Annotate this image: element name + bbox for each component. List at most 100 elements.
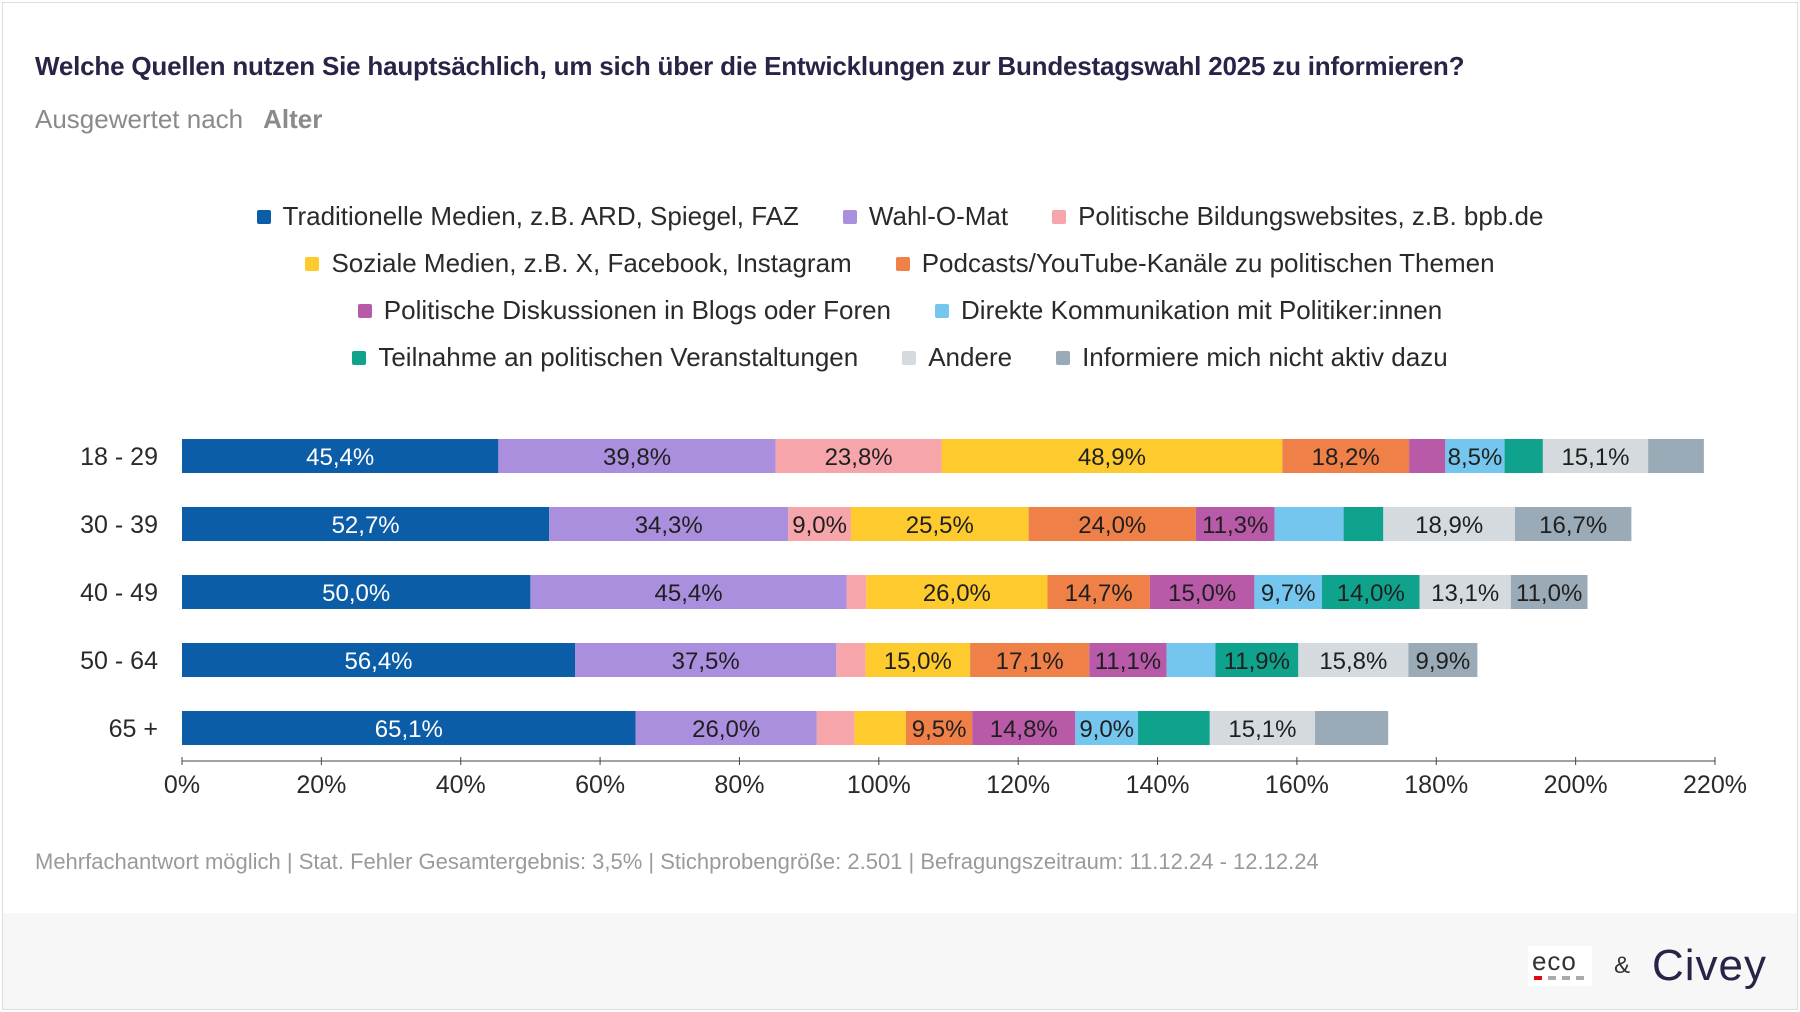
legend-label: Teilnahme an politischen Veranstaltungen [378,342,859,372]
data-label: 11,0% [1516,580,1582,607]
data-label: 9,0% [1079,716,1134,743]
bar-segment [1504,439,1543,473]
legend-swatch [1052,209,1067,224]
legend-swatch [357,303,372,318]
data-label: 14,0% [1337,580,1405,607]
data-label: 9,9% [1416,648,1471,675]
bar-segment [182,439,499,473]
data-label: 18,9% [1415,512,1483,539]
bar-segment [1445,439,1505,473]
x-tick-label: 20% [296,771,346,799]
legend-swatch [842,209,857,224]
eco-logo-dot [1561,976,1570,980]
eco-logo-text: eco [1531,946,1577,976]
category-label: 65 + [109,715,158,743]
category-label: 18 - 29 [80,443,158,471]
data-label: 25,5% [906,512,974,539]
legend-swatch [352,350,367,365]
bar-segment [1515,507,1632,541]
bar-segment [1315,711,1389,745]
data-label: 45,4% [306,444,374,471]
legend-swatch [305,256,320,271]
data-label: 15,0% [1168,580,1236,607]
bar-segment [846,575,867,609]
data-label: 11,3% [1202,512,1268,539]
data-label: 16,7% [1539,512,1607,539]
legend-row: Soziale Medien, z.B. X, Facebook, Instag… [3,240,1797,287]
legend-row: Traditionelle Medien, z.B. ARD, Spiegel,… [3,193,1797,240]
bar-segment [1195,507,1275,541]
data-label: 26,0% [692,716,760,743]
legend-item: Politische Diskussionen in Blogs oder Fo… [357,295,891,326]
subtitle-prefix: Ausgewertet nach [35,104,244,134]
chart-subtitle: Ausgewertet nach Alter [35,104,322,135]
eco-logo: eco [1527,946,1592,986]
legend-item: Traditionelle Medien, z.B. ARD, Spiegel,… [256,201,799,232]
bar-segment [1047,575,1150,609]
subtitle-key: Alter [263,104,323,134]
legend-item: Wahl-O-Mat [842,201,1009,232]
bar-segment [905,711,973,745]
bar-segment [1209,711,1316,745]
legend-label: Informiere mich nicht aktiv dazu [1082,342,1448,372]
legend-label: Wahl-O-Mat [868,201,1009,231]
legend-item: Soziale Medien, z.B. X, Facebook, Instag… [305,248,852,279]
legend-swatch [256,209,271,224]
legend-label: Soziale Medien, z.B. X, Facebook, Instag… [331,248,852,278]
legend-row: Teilnahme an politischen Veranstaltungen… [3,334,1797,381]
data-label: 15,1% [1228,716,1296,743]
bar-segment [1298,643,1409,677]
legend-row: Politische Diskussionen in Blogs oder Fo… [3,287,1797,334]
bar-segment [1138,711,1210,745]
bar-segment [850,507,1029,541]
chart-title: Welche Quellen nutzen Sie hauptsächlich,… [35,51,1465,81]
data-label: 17,1% [996,648,1064,675]
bar-segment [498,439,776,473]
bar-segment [575,643,837,677]
data-label: 18,2% [1312,444,1380,471]
data-label: 11,9% [1224,648,1290,675]
eco-logo-dot [1547,976,1556,980]
data-label: 9,7% [1261,580,1316,607]
legend-swatch [935,303,950,318]
legend-item: Politische Bildungswebsites, z.B. bpb.de [1052,201,1543,232]
data-label: 50,0% [322,580,390,607]
data-label: 26,0% [923,580,991,607]
bar-segment [816,711,855,745]
data-label: 9,5% [912,716,967,743]
x-tick-label: 80% [714,771,764,799]
data-label: 15,0% [884,648,952,675]
bar-segment [1321,575,1420,609]
bar-segment [970,643,1090,677]
bar-segment [635,711,817,745]
data-label: 15,8% [1319,648,1387,675]
bar-segment [1409,439,1446,473]
bar-segment [1149,575,1255,609]
bar-segment [788,507,851,541]
bar-segment [1254,575,1322,609]
x-tick-label: 140% [1126,771,1190,799]
x-tick-label: 200% [1544,771,1608,799]
bar-segment [1510,575,1588,609]
bar-segment [182,507,550,541]
data-label: 48,9% [1078,444,1146,471]
bar-segment [1282,439,1410,473]
data-label: 52,7% [332,512,400,539]
bar-segment [775,439,942,473]
bar-segment [1419,575,1511,609]
bar-segment [530,575,847,609]
eco-logo-dot [1575,976,1584,980]
footer-band [3,913,1797,1009]
legend-label: Traditionelle Medien, z.B. ARD, Spiegel,… [282,201,799,231]
category-label: 50 - 64 [80,647,158,675]
bar-segment [1166,643,1216,677]
logos: eco & Civey [1527,941,1767,991]
data-label: 56,4% [344,648,412,675]
data-label: 14,8% [990,716,1058,743]
legend-item: Andere [902,342,1012,373]
x-tick-label: 0% [164,771,200,799]
category-label: 40 - 49 [80,579,158,607]
x-tick-label: 220% [1683,771,1747,799]
bar-segment [836,643,866,677]
